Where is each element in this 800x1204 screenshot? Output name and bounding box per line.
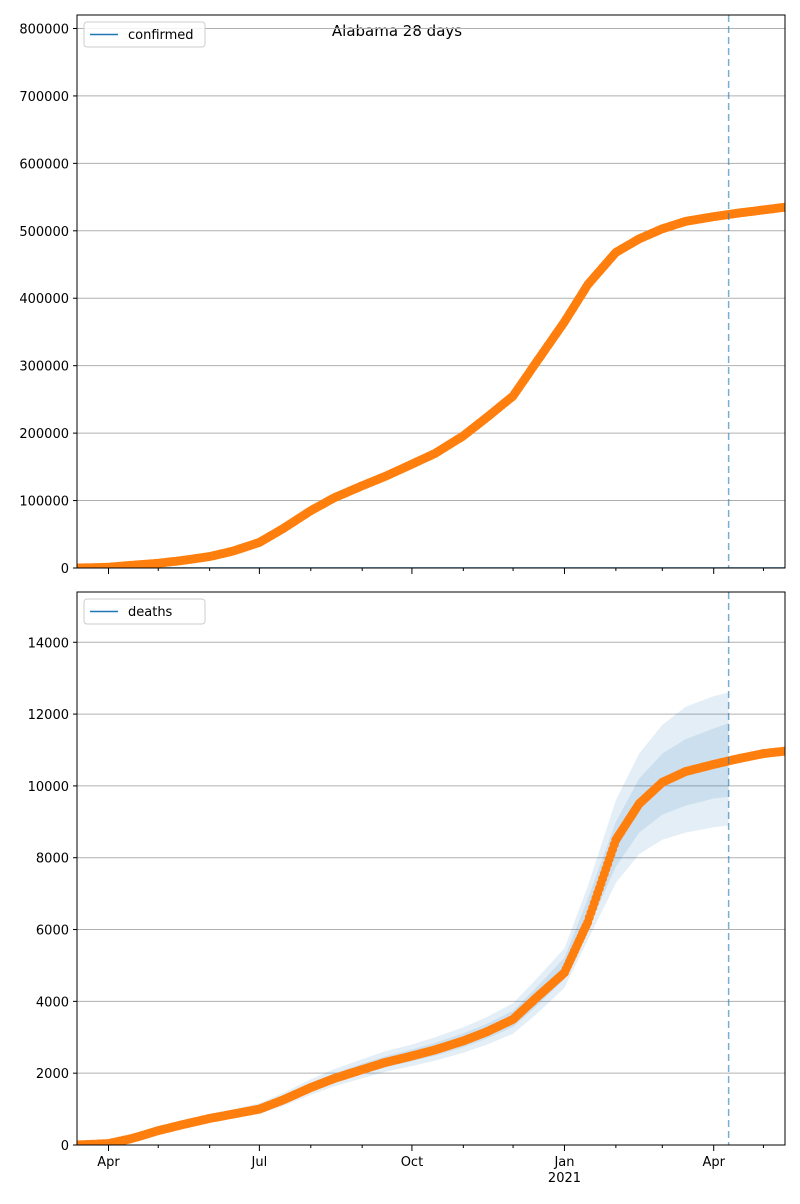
chart-title: Alabama 28 days <box>332 22 462 40</box>
x-tick-label: Jul <box>251 1155 268 1170</box>
y-tick-label: 500000 <box>19 225 69 240</box>
axes-frame <box>76 591 786 1146</box>
y-tick-label: 400000 <box>19 292 69 307</box>
legend-label: deaths <box>128 605 173 620</box>
y-tick-label: 10000 <box>28 780 69 795</box>
y-tick-label: 6000 <box>36 924 69 939</box>
panel-2: 0 2000 4000 6000 8000 10000 12000 14000 Apr Jul Oc… <box>28 591 786 1186</box>
legend-box <box>83 21 206 48</box>
x-tick-sublabel: 2021 <box>548 1171 581 1186</box>
y-tick-label: 4000 <box>36 995 69 1010</box>
y-tick-label: 600000 <box>19 157 69 172</box>
uncertainty-band-1 <box>77 692 729 1145</box>
y-tick-label: 12000 <box>28 708 69 723</box>
y-tick-label: 700000 <box>19 90 69 105</box>
axes-frame <box>76 14 786 569</box>
y-tick-label: 2000 <box>36 1067 69 1082</box>
x-tick-label: Apr <box>97 1155 120 1170</box>
y-tick-label: 200000 <box>19 427 69 442</box>
legend-label: confirmed <box>128 28 194 43</box>
y-tick-label: 0 <box>61 562 69 577</box>
x-tick-label: Jan <box>553 1155 574 1170</box>
y-tick-label: 100000 <box>19 495 69 510</box>
observed-points <box>77 746 785 1145</box>
plot-area <box>77 202 785 568</box>
observed-points <box>77 202 785 568</box>
x-tick-label: Oct <box>401 1155 423 1170</box>
y-tick-label: 800000 <box>19 22 69 37</box>
data-point <box>780 746 785 756</box>
y-tick-label: 14000 <box>28 636 69 651</box>
y-tick-label: 0 <box>61 1139 69 1154</box>
legend: confirmed <box>83 21 206 48</box>
plot-area <box>77 692 785 1145</box>
data-point <box>780 202 785 212</box>
y-tick-label: 300000 <box>19 360 69 375</box>
legend-box <box>83 598 206 625</box>
y-tick-label: 8000 <box>36 852 69 867</box>
legend: deaths <box>83 598 206 625</box>
panel-1: 0 100000 200000 300000 400000 500000 600000 700… <box>19 14 786 577</box>
x-tick-label: Apr <box>702 1155 725 1170</box>
